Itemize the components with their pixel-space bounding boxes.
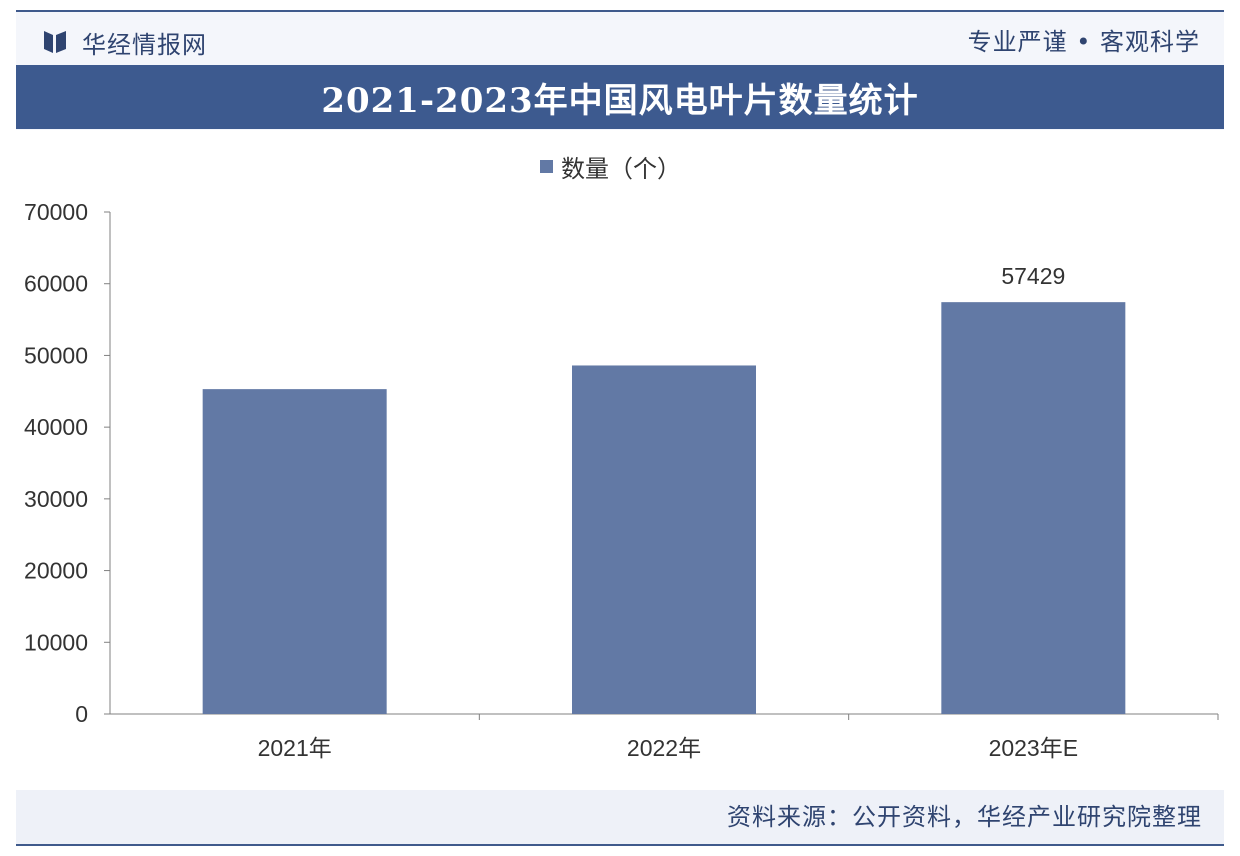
bar-2 (572, 365, 756, 714)
title-bar: 2021-2023年中国风电叶片数量统计 (16, 65, 1224, 129)
y-tick-label: 60000 (24, 271, 88, 297)
chart-title: 2021-2023年中国风电叶片数量统计 (321, 80, 919, 121)
y-tick-label: 0 (75, 701, 88, 727)
x-tick-label: 2023年E (989, 735, 1079, 761)
brand: 华经情报网 (44, 26, 207, 59)
bottom-divider (16, 844, 1224, 846)
top-divider (16, 10, 1224, 12)
y-tick-label: 50000 (24, 342, 88, 368)
source-bar (16, 790, 1224, 844)
brand-name: 华经情报网 (82, 30, 207, 59)
huajing-logo-icon (44, 31, 66, 53)
slogan: 专业严谨 • 客观科学 (967, 28, 1200, 56)
source-note: 资料来源：公开资料，华经产业研究院整理 (727, 803, 1202, 831)
legend-swatch (540, 159, 553, 173)
legend-label: 数量（个） (561, 154, 681, 183)
y-tick-label: 20000 (24, 558, 88, 584)
legend: 数量（个） (540, 150, 681, 183)
bar-3 (941, 302, 1126, 714)
y-tick-label: 40000 (24, 414, 88, 440)
x-tick-label: 2022年 (627, 735, 701, 761)
x-tick-label: 2021年 (258, 735, 332, 761)
y-tick-label: 30000 (24, 486, 88, 512)
data-label: 57429 (1001, 263, 1065, 289)
y-tick-label: 70000 (24, 199, 88, 225)
bar-1 (202, 389, 387, 714)
y-tick-label: 10000 (24, 629, 88, 655)
